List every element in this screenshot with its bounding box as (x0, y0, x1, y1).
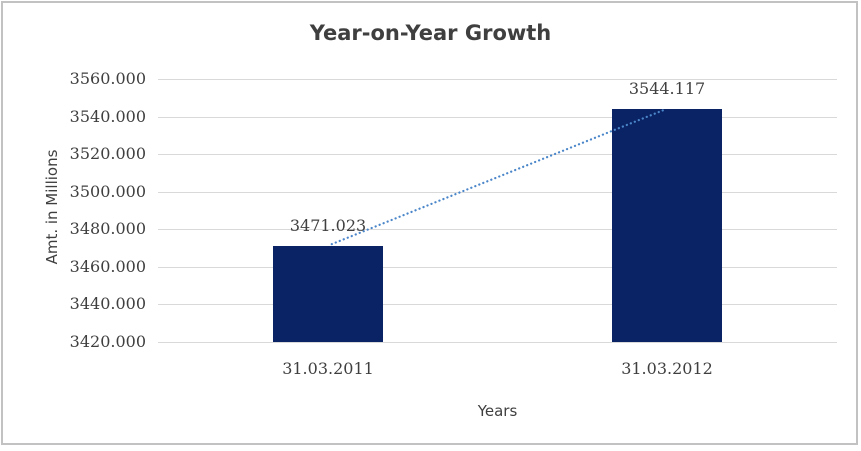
y-tick-label: 3440.000 (69, 294, 146, 313)
gridline (158, 192, 837, 193)
y-tick-label: 3460.000 (69, 257, 146, 276)
y-axis-tick-labels: 3560.000 3540.000 3520.000 3500.000 3480.000… (0, 0, 146, 451)
y-tick-label: 3560.000 (69, 69, 146, 88)
bar-data-label: 3544.117 (628, 79, 706, 98)
trendline (330, 108, 666, 246)
gridline (158, 304, 837, 305)
x-category-label: 31.03.2011 (282, 359, 374, 378)
bar-31.03.2011 (273, 246, 383, 342)
y-tick-label: 3540.000 (69, 107, 146, 126)
bar-31.03.2012 (612, 109, 722, 342)
x-category-label: 31.03.2012 (621, 359, 713, 378)
chart-title: Year-on-Year Growth (309, 21, 552, 45)
gridline (158, 267, 837, 268)
gridline (158, 342, 837, 343)
y-tick-label: 3480.000 (69, 219, 146, 238)
bar-data-label: 3471.023 (289, 216, 367, 235)
gridline (158, 117, 837, 118)
gridline (158, 154, 837, 155)
y-tick-label: 3500.000 (69, 182, 146, 201)
y-tick-label: 3520.000 (69, 144, 146, 163)
x-axis-title: Years (477, 402, 518, 420)
gridline (158, 79, 837, 80)
plot-area: 3471.023 31.03.2011 3544.117 31.03.2012 (158, 79, 837, 377)
y-tick-label: 3420.000 (69, 332, 146, 351)
